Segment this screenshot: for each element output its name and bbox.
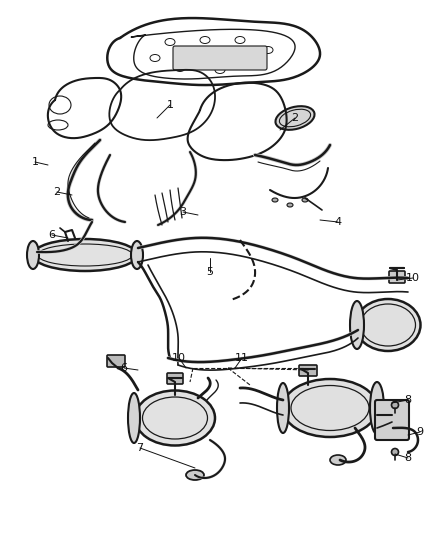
Ellipse shape bbox=[356, 299, 420, 351]
FancyBboxPatch shape bbox=[173, 46, 267, 70]
Text: 1: 1 bbox=[32, 157, 39, 167]
Text: 10: 10 bbox=[172, 353, 186, 363]
Ellipse shape bbox=[135, 391, 215, 446]
FancyBboxPatch shape bbox=[375, 400, 409, 440]
Ellipse shape bbox=[272, 198, 278, 202]
Text: 2: 2 bbox=[53, 187, 60, 197]
Text: 8: 8 bbox=[404, 453, 412, 463]
Ellipse shape bbox=[277, 383, 289, 433]
Ellipse shape bbox=[186, 470, 204, 480]
Text: 2: 2 bbox=[291, 113, 299, 123]
FancyBboxPatch shape bbox=[107, 355, 125, 367]
Ellipse shape bbox=[392, 448, 399, 456]
Text: 11: 11 bbox=[235, 353, 249, 363]
Text: 3: 3 bbox=[180, 207, 187, 217]
Ellipse shape bbox=[131, 241, 143, 269]
Ellipse shape bbox=[128, 393, 140, 443]
Text: 9: 9 bbox=[417, 427, 424, 437]
Ellipse shape bbox=[330, 455, 346, 465]
Ellipse shape bbox=[370, 382, 384, 434]
Ellipse shape bbox=[27, 241, 39, 269]
Text: 6: 6 bbox=[120, 363, 127, 373]
Text: 6: 6 bbox=[49, 230, 56, 240]
Ellipse shape bbox=[392, 401, 399, 408]
Ellipse shape bbox=[350, 301, 364, 349]
Ellipse shape bbox=[32, 239, 138, 271]
Text: 4: 4 bbox=[335, 217, 342, 227]
Text: 8: 8 bbox=[404, 395, 412, 405]
FancyBboxPatch shape bbox=[167, 373, 183, 384]
Text: 10: 10 bbox=[406, 273, 420, 283]
Ellipse shape bbox=[283, 379, 378, 437]
FancyBboxPatch shape bbox=[389, 271, 405, 283]
Text: 5: 5 bbox=[206, 267, 213, 277]
Text: 1: 1 bbox=[166, 100, 173, 110]
FancyBboxPatch shape bbox=[299, 365, 317, 376]
Ellipse shape bbox=[302, 198, 308, 202]
Ellipse shape bbox=[276, 106, 314, 130]
Ellipse shape bbox=[287, 203, 293, 207]
Text: 7: 7 bbox=[137, 443, 144, 453]
